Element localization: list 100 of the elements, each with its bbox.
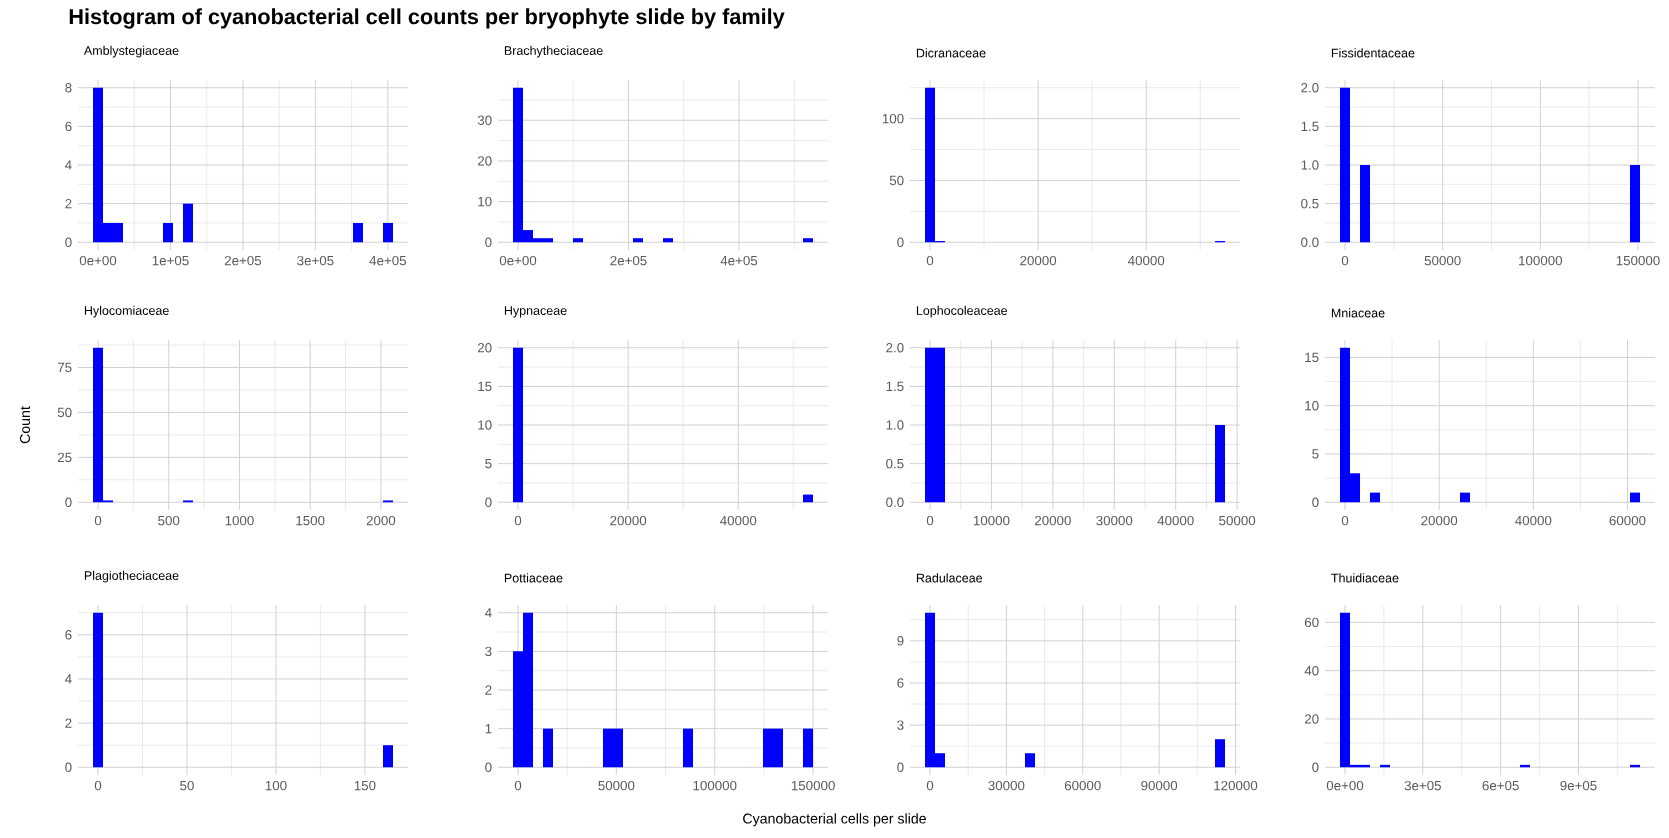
x-axis-title: Cyanobacterial cells per slide: [743, 813, 926, 827]
x-tick-label: 2000: [366, 515, 396, 526]
y-tick-label: 50: [889, 175, 904, 186]
y-tick-label: 0: [65, 497, 72, 507]
y-tick-label: 20: [1304, 714, 1319, 724]
x-tick-label: 20000: [610, 515, 647, 526]
y-tick-label: 0: [1312, 497, 1319, 507]
y-tick-label: 0: [485, 762, 492, 772]
x-tick-label: 1e+05: [152, 255, 189, 266]
x-tick-label: 9e+05: [1560, 780, 1597, 791]
x-tick-label: 0e+00: [499, 255, 537, 266]
chart-title: Radulaceae: [916, 573, 983, 583]
y-axis-title: Count: [20, 406, 31, 444]
chart-title: Hypnaceae: [504, 306, 567, 318]
x-tick-label: 4e+05: [369, 255, 407, 266]
y-tick-label: 0.0: [1301, 237, 1319, 247]
x-tick-label: 3e+05: [297, 255, 334, 266]
text: Histogram of cyanobacterial cell counts per bryophyte slide by family: [69, 8, 785, 29]
y-tick-label: 30: [477, 115, 492, 125]
x-tick-label: 500: [158, 515, 180, 526]
y-tick-label: 40: [1304, 665, 1319, 676]
x-tick-label: 1000: [225, 515, 254, 526]
y-tick-label: 4: [65, 674, 72, 684]
y-tick-label: 0.5: [886, 458, 904, 469]
chart-title: Thuidiaceae: [1331, 573, 1399, 583]
x-tick-label: 150: [354, 780, 376, 791]
y-tick-label: 0: [65, 762, 72, 772]
x-tick-label: 50000: [1424, 255, 1461, 266]
y-tick-label: 0: [485, 497, 492, 507]
chart-title: Plagiotheciaceae: [84, 570, 179, 583]
y-tick-label: 0: [1312, 762, 1319, 772]
y-tick-label: 3: [897, 720, 904, 730]
y-tick-label: 15: [1305, 352, 1319, 363]
x-tick-label: 100000: [1519, 255, 1563, 266]
y-tick-label: 6: [897, 678, 904, 688]
y-tick-label: 0.0: [886, 497, 904, 507]
y-tick-label: 1: [485, 724, 492, 734]
y-tick-label: 3: [485, 646, 492, 657]
x-tick-label: 120000: [1214, 780, 1258, 791]
y-tick-label: 10: [478, 420, 492, 430]
x-tick-label: 100: [265, 780, 287, 791]
y-tick-label: 4: [65, 160, 72, 170]
x-tick-label: 4e+05: [720, 255, 758, 266]
y-tick-label: 50: [57, 407, 72, 418]
chart-title: Amblystegiaceae: [83, 45, 179, 58]
x-tick-label: 0: [926, 780, 934, 791]
x-tick-label: 0: [1341, 515, 1349, 526]
chart-title: Brachytheciaceae: [504, 45, 603, 58]
x-tick-label: 30000: [988, 780, 1025, 791]
y-tick-label: 0.5: [1301, 198, 1319, 209]
y-tick-label: 0: [897, 762, 904, 772]
x-tick-label: 0: [926, 515, 934, 526]
chart-title: Dicranaceae: [916, 48, 986, 58]
y-tick-label: 5: [485, 458, 492, 469]
y-tick-label: 20: [477, 156, 492, 166]
y-tick-label: 0: [897, 237, 904, 247]
x-tick-label: 100000: [693, 780, 737, 791]
y-tick-label: 0: [65, 237, 72, 247]
x-tick-label: 40000: [720, 515, 757, 526]
y-tick-label: 100: [882, 113, 904, 124]
chart-title: Lophocoleaceae: [916, 305, 1008, 318]
y-tick-label: 10: [478, 196, 492, 207]
x-tick-label: 0: [514, 780, 522, 791]
x-tick-label: 3e+05: [1404, 780, 1441, 791]
chart-title: Hylocomiaceae: [84, 305, 169, 318]
x-tick-label: 40000: [1157, 515, 1194, 526]
y-tick-label: 1.0: [1301, 160, 1319, 170]
x-tick-label: 90000: [1141, 780, 1178, 791]
x-tick-label: 50000: [1219, 515, 1256, 526]
x-tick-label: 0: [926, 255, 934, 266]
x-tick-label: 0e+00: [79, 255, 117, 266]
x-tick-label: 20000: [1421, 515, 1458, 526]
y-tick-label: 8: [65, 83, 72, 93]
x-tick-label: 40000: [1128, 255, 1165, 266]
y-tick-label: 2.0: [1301, 83, 1319, 93]
y-tick-label: 6: [65, 121, 72, 132]
y-tick-label: 2.0: [886, 343, 904, 353]
y-tick-label: 2: [65, 718, 72, 728]
y-tick-label: 10: [1305, 400, 1319, 411]
x-tick-label: 150000: [791, 780, 835, 791]
chart-title: Fissidentaceae: [1331, 48, 1415, 58]
y-tick-label: 1.5: [1301, 121, 1319, 132]
x-tick-label: 30000: [1096, 515, 1133, 526]
y-tick-label: 1.0: [886, 420, 904, 430]
y-tick-label: 2: [65, 198, 72, 209]
y-tick-label: 25: [57, 452, 72, 463]
y-tick-label: 2: [485, 685, 492, 695]
x-tick-label: 10000: [973, 515, 1010, 526]
y-tick-label: 60: [1304, 617, 1319, 628]
x-tick-label: 6e+05: [1482, 780, 1519, 791]
y-tick-label: 6: [65, 630, 72, 640]
y-tick-label: 15: [478, 381, 492, 392]
x-tick-label: 60000: [1609, 515, 1646, 526]
x-tick-label: 1500: [296, 515, 325, 526]
x-tick-label: 40000: [1515, 515, 1552, 526]
y-tick-label: 20: [477, 343, 492, 353]
y-tick-label: 1.5: [886, 381, 904, 392]
x-tick-label: 0: [514, 515, 522, 526]
x-tick-label: 2e+05: [610, 255, 647, 266]
x-tick-label: 2e+05: [224, 255, 262, 266]
